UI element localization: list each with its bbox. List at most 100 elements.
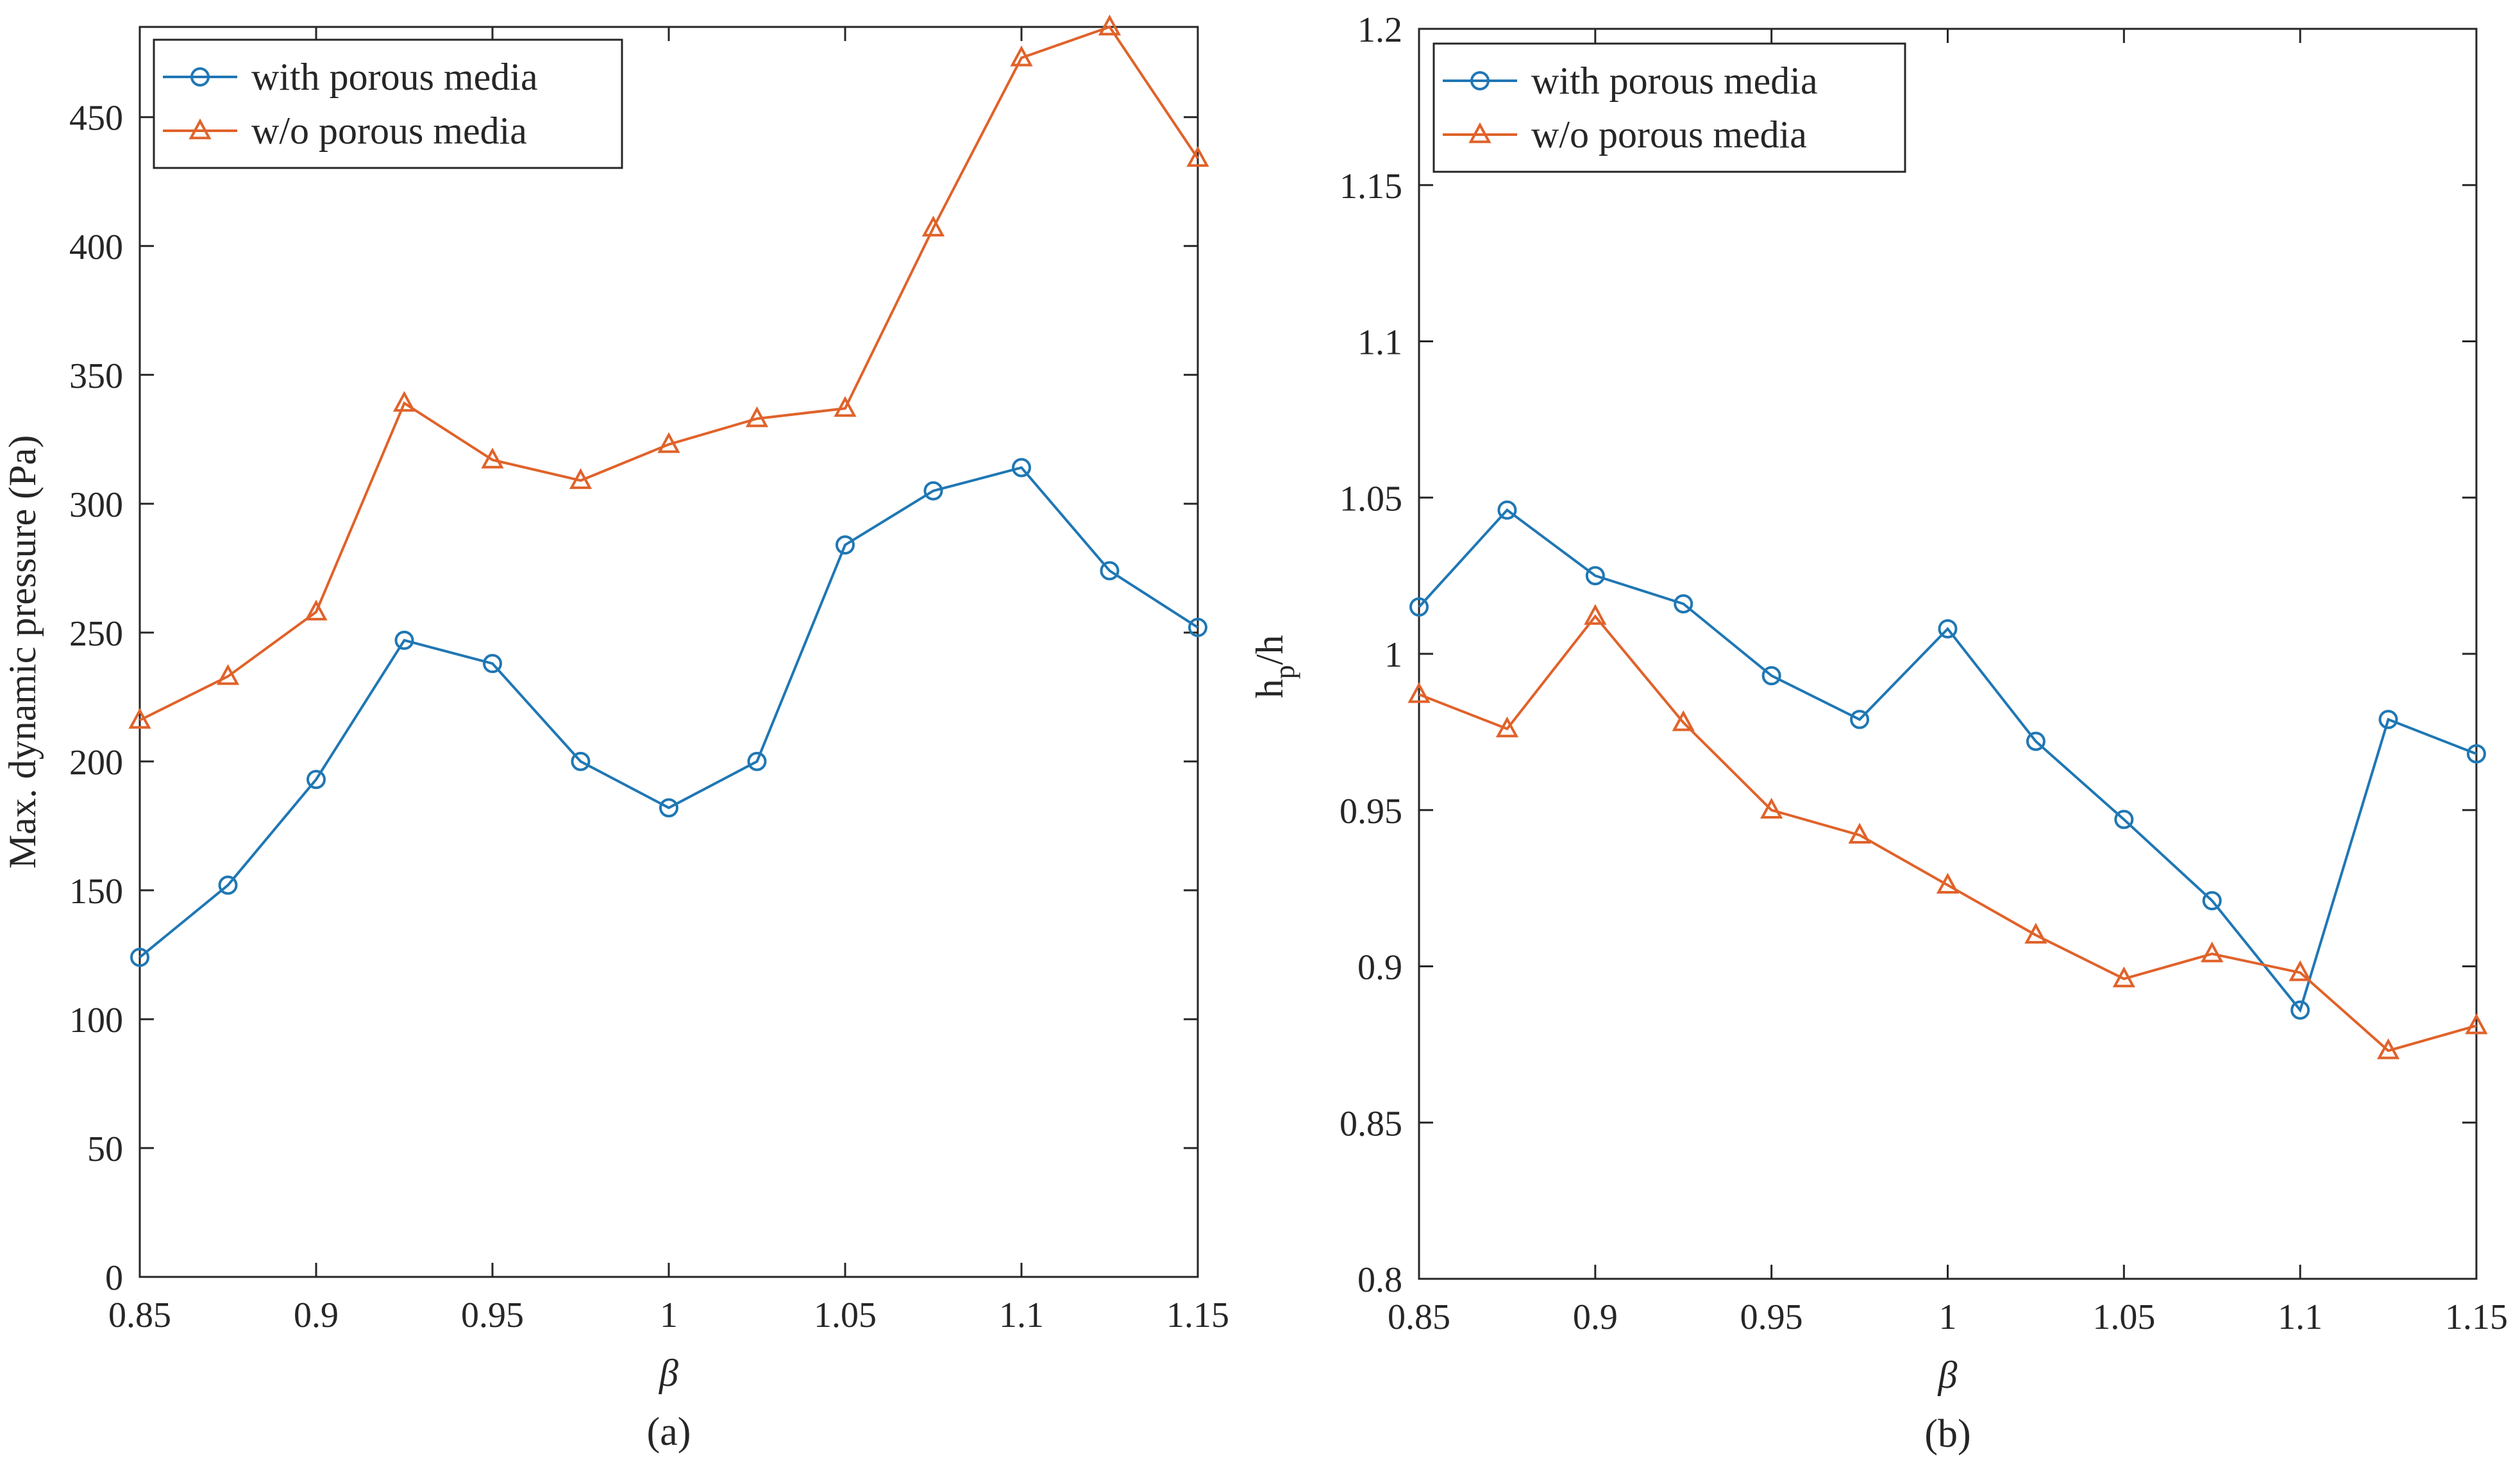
data-point-triangle	[1186, 146, 1209, 167]
y-tick-label: 0.8	[1357, 1260, 1402, 1300]
data-point-circle	[2378, 710, 2398, 729]
x-tick-label: 0.85	[108, 1295, 171, 1335]
data-point-triangle	[2024, 922, 2047, 944]
y-tick-label: 400	[69, 228, 123, 267]
data-point-circle	[1188, 617, 1207, 637]
y-tick-label: 1.05	[1340, 479, 1402, 519]
y-axis-label: Max. dynamic pressure (Pa)	[1, 435, 44, 869]
y-tick-label: 250	[69, 614, 123, 654]
series-line-with-porous	[1418, 508, 2477, 1013]
data-point-circle	[1674, 594, 1693, 613]
data-point-triangle	[1407, 682, 1431, 703]
x-tick-label: 0.85	[1388, 1297, 1450, 1337]
panel-caption: (a)	[647, 1410, 691, 1454]
series-line-without-porous	[1418, 614, 2477, 1053]
y-tick-label: 1.15	[1340, 167, 1402, 206]
panel-caption: (b)	[1924, 1412, 1970, 1456]
y-axis-label-subscript: p	[1269, 665, 1300, 679]
data-point-circle	[2202, 891, 2222, 911]
data-point-circle	[218, 875, 238, 895]
data-point-circle	[483, 654, 502, 674]
data-point-triangle	[392, 390, 416, 412]
data-point-triangle	[1495, 716, 1519, 738]
data-point-circle	[1585, 566, 1605, 586]
series-line-without-porous	[139, 25, 1199, 722]
x-axis-label: β	[1938, 1354, 1958, 1396]
data-point-circle	[1850, 710, 1870, 729]
data-point-triangle	[834, 396, 857, 417]
data-point-triangle	[1760, 797, 1783, 819]
plot-frame	[1418, 28, 2478, 1280]
data-point-triangle	[1936, 872, 1960, 894]
data-point-circle	[1012, 458, 1031, 478]
legend-box	[1432, 42, 1906, 173]
data-point-circle	[1938, 619, 1958, 638]
data-point-circle	[659, 798, 678, 818]
y-tick-label: 100	[69, 1001, 123, 1040]
data-point-circle	[747, 751, 767, 771]
x-tick-label: 1	[1939, 1297, 1957, 1337]
y-axis-label-tail: /h	[1248, 635, 1291, 665]
data-point-triangle	[1848, 822, 1871, 844]
data-point-triangle	[1672, 710, 1695, 731]
data-point-triangle	[1010, 46, 1033, 67]
data-point-triangle	[2289, 960, 2312, 981]
x-tick-label: 1.05	[2092, 1297, 2155, 1337]
y-tick-label: 300	[69, 485, 123, 525]
data-point-circle	[2026, 731, 2045, 751]
y-tick-label: 1.1	[1357, 323, 1402, 363]
data-point-triangle	[2465, 1013, 2488, 1035]
data-point-circle	[836, 535, 855, 555]
data-point-triangle	[657, 432, 680, 453]
y-tick-label: 50	[87, 1129, 123, 1169]
legend-label: with porous media	[251, 56, 538, 98]
x-tick-label: 0.95	[1740, 1297, 1803, 1337]
y-tick-label: 200	[69, 743, 123, 783]
legend-marker-circle	[1470, 71, 1490, 90]
legend: with porous media w/o porous media	[153, 38, 623, 169]
data-point-circle	[1100, 561, 1120, 581]
data-point-circle	[307, 770, 326, 790]
y-tick-label: 1	[1384, 635, 1402, 675]
data-point-circle	[2114, 810, 2134, 829]
y-tick-label: 150	[69, 872, 123, 912]
x-tick-label: 0.9	[1573, 1297, 1618, 1337]
data-point-circle	[130, 947, 149, 967]
x-tick-label: 1.1	[2278, 1297, 2323, 1337]
legend-marker-circle	[190, 67, 210, 87]
plot-frame	[139, 26, 1199, 1278]
y-axis-label-main: h	[1248, 679, 1291, 698]
data-point-triangle	[1098, 14, 1121, 36]
x-tick-label: 1	[660, 1295, 678, 1335]
legend-label: with porous media	[1531, 60, 1818, 102]
y-tick-label: 0	[105, 1258, 123, 1298]
x-axis-label: β	[659, 1352, 678, 1394]
legend-box	[153, 38, 623, 169]
data-point-circle	[2467, 744, 2486, 763]
legend-marker-triangle	[1468, 122, 1491, 144]
y-tick-label: 350	[69, 356, 123, 396]
y-tick-label: 0.95	[1340, 792, 1402, 831]
y-tick-label: 1.2	[1357, 10, 1402, 50]
legend: with porous media w/o porous media	[1432, 42, 1906, 173]
panel-b: 0.85 0.9 0.95 1 1.05 1.1 1.150.80.850.90.9511.…	[1248, 10, 2508, 1456]
legend-label: w/o porous media	[1531, 113, 1807, 156]
legend-label: w/o porous media	[251, 110, 527, 152]
series-line-with-porous	[139, 466, 1199, 958]
y-axis-label: hp/h	[1248, 635, 1300, 699]
x-tick-label: 1.15	[2445, 1297, 2508, 1337]
data-point-circle	[1497, 500, 1517, 520]
panel-a: 0.85 0.9 0.95 1 1.05 1.1 1.15 0 50 100 150 200 250 30…	[1, 14, 1229, 1454]
legend-marker-triangle	[189, 118, 212, 140]
data-point-triangle	[2112, 966, 2135, 988]
x-tick-label: 1.15	[1166, 1295, 1229, 1335]
y-tick-label: 450	[69, 99, 123, 138]
data-point-triangle	[481, 447, 504, 469]
x-tick-label: 0.95	[461, 1295, 524, 1335]
x-tick-label: 1.05	[814, 1295, 877, 1335]
data-point-triangle	[921, 215, 945, 237]
data-point-triangle	[745, 406, 769, 428]
x-tick-label: 0.9	[294, 1295, 339, 1335]
data-point-circle	[923, 481, 943, 501]
